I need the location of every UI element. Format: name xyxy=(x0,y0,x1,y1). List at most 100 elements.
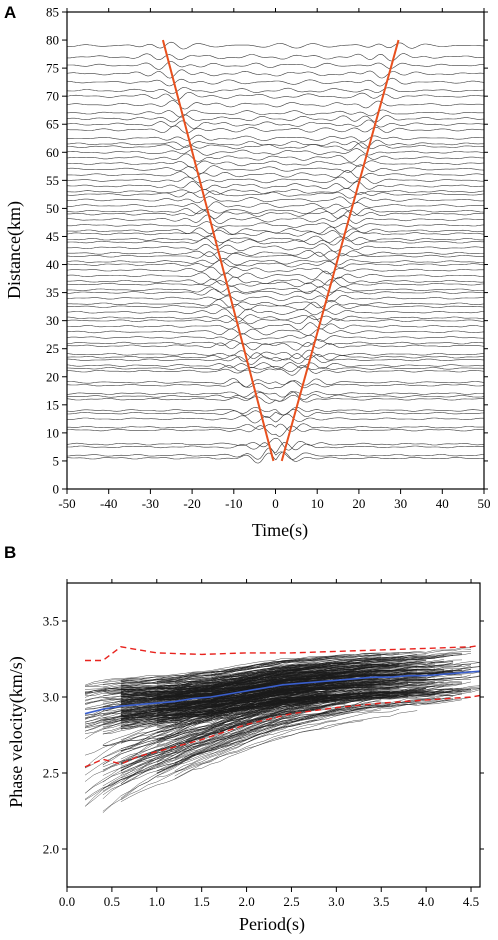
x-tick-label: 0.0 xyxy=(59,894,75,909)
dispersion-curve xyxy=(120,651,472,692)
waveform-trace xyxy=(67,229,484,239)
panel-a-axes: -50 -40 -30 -20 -10 0 10 20 30 40 50 0 5 10 15 20 25 30 35… xyxy=(46,5,491,512)
dispersion-curve xyxy=(210,660,355,679)
waveform-trace xyxy=(67,176,484,184)
dispersion-curve xyxy=(156,677,454,698)
dispersion-curve xyxy=(102,673,391,703)
x-tick-label: -20 xyxy=(183,496,200,511)
y-tick-label: 60 xyxy=(46,145,59,160)
dispersion-curve xyxy=(210,679,427,703)
dispersion-curve xyxy=(120,670,319,696)
y-tick-label: 65 xyxy=(46,117,59,132)
y-tick-label: 25 xyxy=(46,341,59,356)
waveform-trace xyxy=(67,209,484,219)
waveform-trace xyxy=(67,153,484,163)
dispersion-curve xyxy=(174,665,301,691)
waveform-trace xyxy=(67,92,484,101)
dispersion-curve xyxy=(156,662,418,704)
dispersion-curve xyxy=(84,695,373,794)
waveform-trace xyxy=(67,349,484,360)
dispersion-curve xyxy=(102,657,409,683)
dispersion-curve xyxy=(120,715,301,767)
waveform-trace xyxy=(67,139,484,149)
waveform-trace xyxy=(67,170,484,179)
dispersion-curve xyxy=(156,654,355,680)
waveform-trace xyxy=(67,354,484,365)
waveform-trace xyxy=(67,333,484,342)
dispersion-curve xyxy=(120,694,409,769)
waveform-trace xyxy=(67,366,484,376)
waveform-trace xyxy=(67,294,484,303)
waveform-trace xyxy=(67,441,484,454)
waveform-trace xyxy=(67,425,484,437)
waveform-trace xyxy=(67,413,484,424)
panel-a-y-axis-title: Distance(km) xyxy=(4,201,25,299)
dispersion-curve xyxy=(120,697,355,722)
dispersion-curve xyxy=(84,655,337,686)
dispersion-curve xyxy=(120,686,391,730)
waveform-trace xyxy=(67,187,484,195)
waveform-trace xyxy=(67,160,484,168)
waveform-trace xyxy=(67,61,484,70)
waveform-trace xyxy=(67,390,484,398)
waveform-trace xyxy=(67,109,484,118)
y-tick-label: 80 xyxy=(46,33,59,48)
dispersion-curve xyxy=(120,710,418,802)
y-tick-label: 2.5 xyxy=(43,766,59,781)
waveform-trace xyxy=(67,148,484,156)
x-tick-label: 20 xyxy=(352,496,365,511)
dispersion-curve xyxy=(120,689,480,801)
waveform-trace xyxy=(67,339,484,347)
dispersion-curve xyxy=(84,652,463,719)
waveform-trace xyxy=(67,362,484,370)
dispersion-curve xyxy=(156,695,373,723)
moveout-line xyxy=(161,39,275,462)
y-tick-label: 15 xyxy=(46,397,59,412)
waveform-trace xyxy=(67,77,484,87)
x-tick-label: 2.0 xyxy=(238,894,254,909)
dispersion-curve xyxy=(102,705,391,776)
dispersion-curve xyxy=(102,705,319,772)
waveform-trace xyxy=(67,201,484,211)
x-tick-label: 0 xyxy=(272,496,279,511)
y-tick-label: 75 xyxy=(46,61,59,76)
dispersion-curve xyxy=(120,655,454,699)
waveform-trace xyxy=(67,279,484,288)
waveform-trace xyxy=(67,437,484,451)
dispersion-curve xyxy=(156,653,400,683)
waveform-trace xyxy=(67,447,484,460)
y-tick-label: 40 xyxy=(46,257,59,272)
waveform-trace xyxy=(67,196,484,205)
waveform-trace xyxy=(67,142,484,151)
waveform-trace xyxy=(67,258,484,266)
y-tick-label: 3.5 xyxy=(43,614,59,629)
x-tick-label: -30 xyxy=(142,496,159,511)
waveform-trace xyxy=(67,301,484,311)
waveform-trace xyxy=(67,365,484,372)
y-tick-label: 35 xyxy=(46,285,59,300)
panel-b-label: B xyxy=(4,543,16,562)
dispersion-curve xyxy=(156,663,427,711)
dispersion-curve xyxy=(84,684,373,807)
y-tick-label: 85 xyxy=(46,5,59,20)
waveform-trace xyxy=(67,451,484,464)
dispersion-curve xyxy=(120,647,472,683)
dispersion-curve xyxy=(174,699,382,773)
x-tick-label: -50 xyxy=(58,496,75,511)
waveform-trace xyxy=(67,221,484,229)
dispersion-curve xyxy=(84,659,301,695)
panel-a-x-axis-title: Time(s) xyxy=(252,520,308,541)
waveform-trace xyxy=(67,380,484,390)
dispersion-curve xyxy=(210,687,463,726)
y-tick-label: 2.0 xyxy=(43,842,59,857)
waveform-trace xyxy=(67,394,484,404)
waveform-trace xyxy=(67,125,484,134)
waveform-trace xyxy=(67,315,484,326)
dispersion-curve xyxy=(156,699,454,774)
waveform-trace xyxy=(67,288,484,297)
dispersion-curve xyxy=(84,678,436,732)
waveform-trace xyxy=(67,266,484,276)
waveform-trace xyxy=(67,423,484,432)
dispersion-curve xyxy=(156,685,480,722)
